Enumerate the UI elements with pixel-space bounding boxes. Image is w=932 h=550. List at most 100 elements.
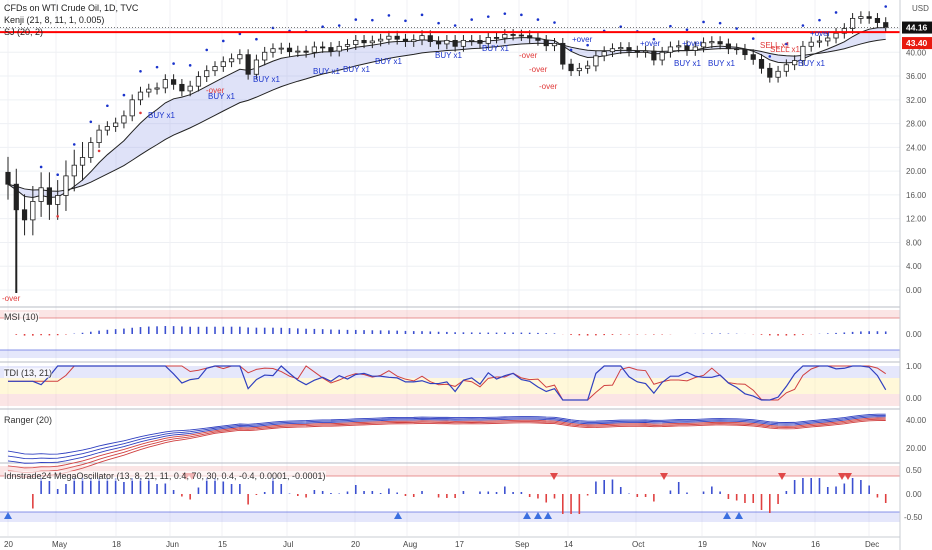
tdi-top-zone	[0, 366, 900, 378]
buy-annotation: BUY x1	[253, 75, 281, 84]
signal-dot-buy	[685, 28, 689, 31]
price-tick-label: 4.00	[906, 262, 922, 271]
candle-body	[344, 44, 351, 47]
mega-sell-triangle	[660, 473, 668, 480]
signal-dot-buy	[404, 19, 407, 23]
currency-label: USD	[912, 4, 929, 13]
candle-body	[750, 54, 756, 60]
indicator-label-sj: SJ (20, 2)	[4, 27, 44, 37]
candle-body	[734, 48, 740, 51]
signal-dot-buy	[735, 27, 738, 30]
pane-label-tdi: TDI (13, 21)	[4, 368, 53, 378]
x-axis-tick-label: 18	[112, 540, 121, 549]
candle-body	[113, 122, 119, 127]
candle-body	[452, 39, 458, 47]
signal-dot-buy	[768, 55, 772, 58]
signal-dot-buy	[470, 18, 474, 21]
candle-body	[71, 164, 77, 177]
signal-dot-buy	[702, 20, 705, 24]
candle-body	[253, 59, 260, 75]
ranger-line	[7, 418, 886, 473]
candle-body	[21, 209, 28, 221]
mega-buy-triangle	[735, 512, 743, 519]
signal-dot-buy	[72, 143, 76, 146]
candle-body	[262, 51, 268, 61]
signal-dot-buy	[801, 24, 805, 27]
candle-body	[518, 34, 524, 37]
buy-annotation: BUY x1	[674, 59, 702, 68]
ranger-line	[7, 413, 886, 455]
candle-body	[725, 43, 731, 50]
signal-dot-buy	[520, 13, 523, 17]
candle-body	[792, 60, 798, 66]
signal-dot-buy	[172, 62, 175, 65]
candle-body	[411, 39, 417, 42]
signal-dot-sell	[56, 215, 59, 218]
x-axis-tick-label: Nov	[752, 540, 766, 549]
candle-body	[394, 35, 400, 40]
tdi-line	[8, 365, 887, 401]
candle-body	[816, 40, 823, 43]
tdi-tick-label: 0.00	[906, 394, 922, 403]
x-axis-tick-label: 20	[351, 540, 360, 549]
candle-body	[5, 171, 11, 185]
signal-dot-buy	[238, 32, 242, 36]
level-price-badge	[902, 37, 932, 50]
candle-body	[435, 41, 442, 45]
candle-body	[676, 45, 682, 48]
candle-body	[278, 47, 284, 50]
signal-dot-buy	[569, 48, 573, 52]
candle-body	[742, 48, 748, 56]
signal-dot-buy	[321, 25, 324, 29]
candle-body	[568, 63, 574, 72]
price-tick-label: 32.00	[906, 96, 927, 105]
signal-dot-buy	[354, 18, 358, 21]
candle-body	[618, 47, 624, 50]
candle-body	[402, 38, 409, 42]
signal-dot-buy	[205, 48, 209, 52]
candle-body	[651, 50, 657, 61]
price-tick-label: 12.00	[906, 215, 927, 224]
signal-dot-buy	[437, 21, 440, 25]
over-down-annotation: -over	[206, 86, 225, 95]
signal-dot-buy	[188, 64, 192, 67]
signal-dot-sell	[97, 149, 101, 153]
ranger-line	[7, 415, 886, 460]
candle-body	[171, 79, 177, 85]
mega-buy-triangle	[394, 512, 402, 519]
indicator-label-kenji: Kenji (21, 8, 11, 1, 0.005)	[4, 15, 105, 25]
signal-dot-buy	[818, 18, 821, 22]
over-down-annotation: -over	[539, 82, 558, 91]
signal-dot-buy	[122, 93, 126, 97]
buy-annotation: BUY x1	[313, 67, 341, 76]
candle-body	[758, 59, 765, 69]
candle-body	[684, 45, 690, 51]
candle-body	[121, 115, 127, 124]
candle-body	[874, 17, 881, 23]
mega-top-zone	[0, 466, 900, 476]
candle-body	[692, 46, 698, 51]
mega-sell-triangle	[550, 473, 558, 480]
x-axis-tick-label: Dec	[865, 540, 879, 549]
signal-dot-buy	[39, 165, 43, 169]
signal-dot-buy	[139, 69, 142, 73]
candle-body	[204, 70, 210, 78]
over-up-annotation: +over	[810, 29, 831, 38]
mega-buy-triangle	[544, 512, 552, 519]
candle-body	[129, 99, 135, 117]
over-up-annotation: +over	[572, 35, 593, 44]
candle-body	[626, 47, 632, 52]
price-tick-label: 0.00	[906, 286, 922, 295]
signal-dot-buy	[652, 37, 656, 41]
candle-body	[104, 126, 110, 131]
candle-body	[295, 50, 301, 53]
kenji-band	[8, 27, 886, 198]
chart-title: CFDs on WTI Crude Oil, 1D, TVC	[4, 3, 139, 13]
msi-overbought-zone	[0, 310, 900, 318]
candle-body	[220, 61, 226, 67]
last-price-badge	[902, 21, 932, 34]
candle-body	[485, 37, 491, 44]
candle-body	[849, 17, 856, 29]
msi-tick-label: 0.00	[906, 330, 922, 339]
